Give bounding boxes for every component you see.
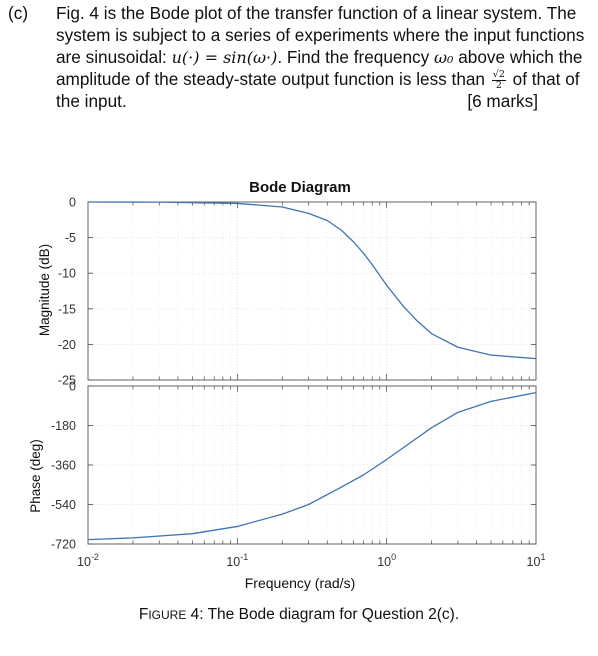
x-tick-label: 10-1 (226, 552, 248, 569)
bode-diagram: Bode Diagram 0 -5 -10 -15 -20 -25 0 -180 -360 -5… (28, 179, 545, 591)
phase-axes-frame (87, 385, 537, 545)
magnitude-panel: 0 -5 -10 -15 -20 -25 (58, 196, 537, 388)
figure-caption: FIGURE 4: The Bode diagram for Question … (138, 606, 460, 623)
omega-zero-math: ω₀ (434, 48, 454, 67)
phase-y-tick-label: -180 (51, 419, 76, 433)
phase-y-tick-label: -360 (51, 459, 76, 473)
magnitude-plot-area (88, 202, 536, 380)
magnitude-y-tick-label: -10 (58, 267, 76, 281)
magnitude-y-tick-label: 0 (69, 196, 76, 210)
chart-title: Bode Diagram (249, 179, 351, 196)
magnitude-y-tick-label: -5 (65, 231, 76, 245)
question-label: (c) (8, 3, 29, 23)
magnitude-series-line (87, 201, 537, 360)
x-tick-label: 101 (527, 552, 546, 569)
question-text: (c) Fig. 4 is the Bode plot of the trans… (8, 3, 585, 111)
x-axis-label: Frequency (rad/s) (245, 575, 355, 591)
magnitude-y-tick-label: -20 (58, 338, 76, 352)
phase-y-tick-label: 0 (69, 380, 76, 394)
x-axis-ticks: 10-2 10-1 100 101 (77, 552, 545, 569)
phase-axis-label: Phase (deg) (28, 439, 43, 513)
magnitude-y-tick-label: -25 (58, 374, 76, 388)
bode-figure: Bode Diagram 0 -5 -10 -15 -20 -25 0 -180 -360 -5… (0, 160, 598, 600)
x-tick-label: 100 (377, 552, 396, 569)
phase-panel: 0 -180 -360 -540 -720 (51, 380, 537, 552)
input-function-math: u(·) = sin(ω·) (171, 48, 278, 67)
x-tick-label: 10-2 (77, 552, 99, 569)
marks-label: [6 marks] (467, 91, 538, 111)
phase-series-line (87, 391, 537, 541)
phase-plot-area (88, 386, 536, 544)
magnitude-y-tick-label: -15 (58, 302, 76, 316)
magnitude-axis-label: Magnitude (dB) (37, 244, 52, 336)
phase-y-tick-label: -720 (51, 538, 76, 552)
sqrt2-over-2-fraction: √2 2 (491, 68, 506, 91)
phase-y-tick-label: -540 (51, 498, 76, 512)
magnitude-axes-frame (87, 201, 537, 381)
